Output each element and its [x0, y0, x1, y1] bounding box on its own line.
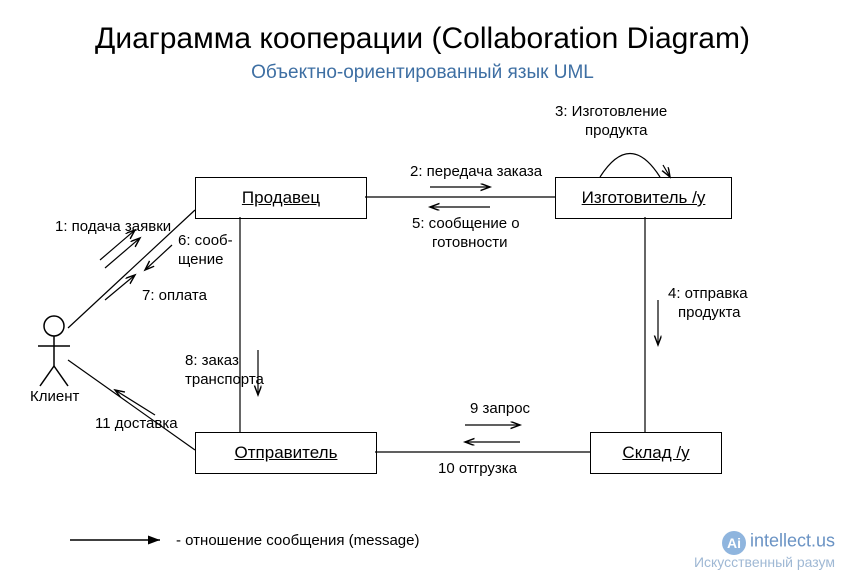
msg-7: 7: оплата: [142, 287, 207, 306]
msg-5-line2: готовности: [432, 234, 508, 253]
msg-3-line2: продукта: [585, 122, 648, 141]
node-sender-label: Отправитель: [235, 443, 338, 463]
diagram-subtitle: Объектно-ориентированный язык UML: [0, 62, 845, 84]
msg-4-line2: продукта: [678, 304, 741, 323]
watermark-main: intellect.us: [750, 530, 835, 550]
node-seller-label: Продавец: [242, 188, 320, 208]
watermark: Aiintellect.us Искусственный разум: [694, 531, 835, 570]
node-warehouse-label: Склад /у: [622, 443, 689, 463]
node-sender: Отправитель: [195, 432, 377, 474]
actor-label: Клиент: [30, 388, 79, 407]
msg-9: 9 запрос: [470, 400, 530, 419]
msg-11: 11 доставка: [95, 415, 178, 434]
msg-6-line2: щение: [178, 251, 224, 270]
watermark-badge: Ai: [722, 531, 746, 555]
msg-1: 1: подача заявки: [55, 218, 171, 237]
node-warehouse: Склад /у: [590, 432, 722, 474]
msg-4-line1: 4: отправка: [668, 285, 748, 304]
msg-2: 2: передача заказа: [410, 163, 542, 182]
node-maker: Изготовитель /у: [555, 177, 732, 219]
msg-10: 10 отгрузка: [438, 460, 517, 479]
msg-5-line1: 5: сообщение о: [412, 215, 520, 234]
node-maker-label: Изготовитель /у: [582, 188, 706, 208]
msg-8-line1: 8: заказ: [185, 352, 239, 371]
msg-3-line1: 3: Изготовление: [555, 103, 667, 122]
legend-text: - отношение сообщения (message): [176, 532, 420, 549]
watermark-sub: Искусственный разум: [694, 554, 835, 570]
msg-8-line2: транспорта: [185, 371, 264, 390]
msg-6-line1: 6: сооб-: [178, 232, 233, 251]
node-seller: Продавец: [195, 177, 367, 219]
diagram-title: Диаграмма кооперации (Collaboration Diag…: [0, 22, 845, 56]
actor-icon: [38, 316, 70, 386]
